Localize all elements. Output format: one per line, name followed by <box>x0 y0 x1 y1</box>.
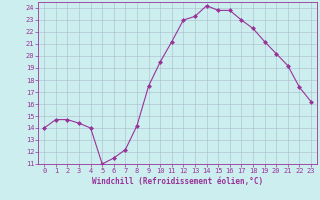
X-axis label: Windchill (Refroidissement éolien,°C): Windchill (Refroidissement éolien,°C) <box>92 177 263 186</box>
